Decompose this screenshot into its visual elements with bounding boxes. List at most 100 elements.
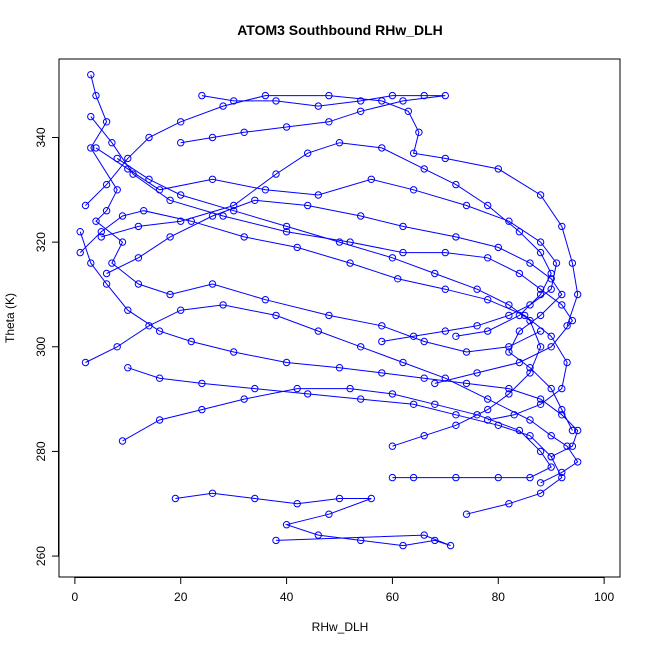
data-point: [494, 421, 502, 429]
data-point: [536, 238, 545, 246]
series-2: [76, 207, 571, 424]
data-point: [526, 259, 534, 267]
data-point: [536, 479, 545, 487]
data-point: [547, 285, 555, 293]
data-point: [97, 228, 106, 236]
data-point: [547, 343, 555, 351]
data-point: [92, 144, 100, 152]
series-line: [116, 157, 542, 447]
y-axis-label: Theta (K): [3, 293, 17, 343]
data-point: [394, 275, 402, 283]
series-4: [124, 364, 566, 518]
data-point: [399, 541, 407, 550]
data-point: [536, 489, 545, 497]
data-point: [505, 384, 513, 393]
data-point: [261, 296, 270, 304]
data-point: [177, 139, 185, 147]
data-point: [547, 432, 555, 440]
data-point: [335, 238, 344, 246]
data-point: [314, 327, 322, 335]
data-point: [314, 102, 322, 110]
data-point: [87, 259, 95, 267]
data-point: [145, 175, 153, 184]
x-tick-label: 60: [386, 590, 400, 604]
data-point: [140, 207, 148, 215]
data-point: [574, 458, 582, 466]
data-point: [129, 170, 137, 178]
data-point: [261, 186, 270, 194]
data-point: [208, 280, 217, 288]
data-point: [420, 374, 428, 382]
data-point: [219, 212, 227, 220]
data-point: [536, 327, 545, 335]
series-line: [180, 95, 446, 144]
data-point: [420, 432, 428, 440]
data-point: [272, 311, 280, 320]
data-point: [198, 379, 206, 388]
data-point: [462, 201, 471, 210]
data-point: [282, 228, 291, 236]
data-point: [113, 186, 121, 194]
series-11: [97, 139, 555, 340]
data-point: [208, 212, 217, 220]
data-point: [208, 489, 217, 497]
data-point: [102, 280, 111, 288]
data-point: [399, 248, 407, 257]
data-point: [325, 91, 333, 100]
series-13: [118, 384, 555, 482]
data-point: [574, 290, 582, 299]
data-point: [357, 343, 365, 351]
data-point: [431, 536, 439, 545]
data-point: [367, 494, 375, 503]
data-point: [134, 254, 143, 262]
x-tick-label: 100: [594, 590, 614, 604]
data-point: [357, 212, 365, 220]
data-point: [198, 91, 206, 100]
data-point: [515, 327, 524, 335]
data-point: [558, 384, 566, 393]
series-8: [102, 196, 577, 435]
y-tick-label: 280: [34, 441, 48, 461]
data-point: [563, 442, 571, 450]
data-point: [431, 400, 439, 408]
data-point: [547, 269, 555, 278]
data-point: [219, 102, 227, 110]
data-point: [536, 343, 545, 351]
data-point: [87, 71, 95, 79]
data-point: [81, 358, 90, 367]
data-point: [97, 233, 106, 241]
data-point: [346, 259, 354, 267]
data-point: [230, 201, 238, 210]
data-point: [547, 332, 555, 340]
data-point: [293, 384, 301, 393]
data-point: [177, 217, 185, 225]
data-point: [415, 128, 423, 137]
data-point: [494, 165, 502, 173]
data-point: [124, 306, 132, 314]
data-point: [76, 248, 84, 257]
data-point: [409, 400, 418, 408]
series-line: [85, 95, 579, 326]
y-tick-label: 340: [34, 127, 48, 147]
data-point: [558, 405, 566, 414]
data-point: [145, 133, 153, 142]
data-point: [166, 196, 174, 205]
series-12: [177, 91, 449, 147]
data-point: [177, 191, 185, 199]
data-point: [314, 531, 322, 539]
data-point: [558, 301, 566, 309]
data-point: [420, 531, 428, 539]
data-point: [187, 337, 196, 346]
data-point: [452, 411, 460, 419]
data-point: [547, 453, 555, 461]
data-point: [563, 358, 571, 367]
data-point: [240, 395, 248, 403]
data-point: [134, 222, 143, 231]
data-point: [547, 463, 555, 471]
data-point: [547, 384, 555, 393]
data-point: [293, 243, 301, 252]
data-point: [441, 248, 449, 257]
data-point: [230, 97, 238, 105]
series-line: [122, 388, 552, 479]
data-point: [536, 191, 545, 199]
